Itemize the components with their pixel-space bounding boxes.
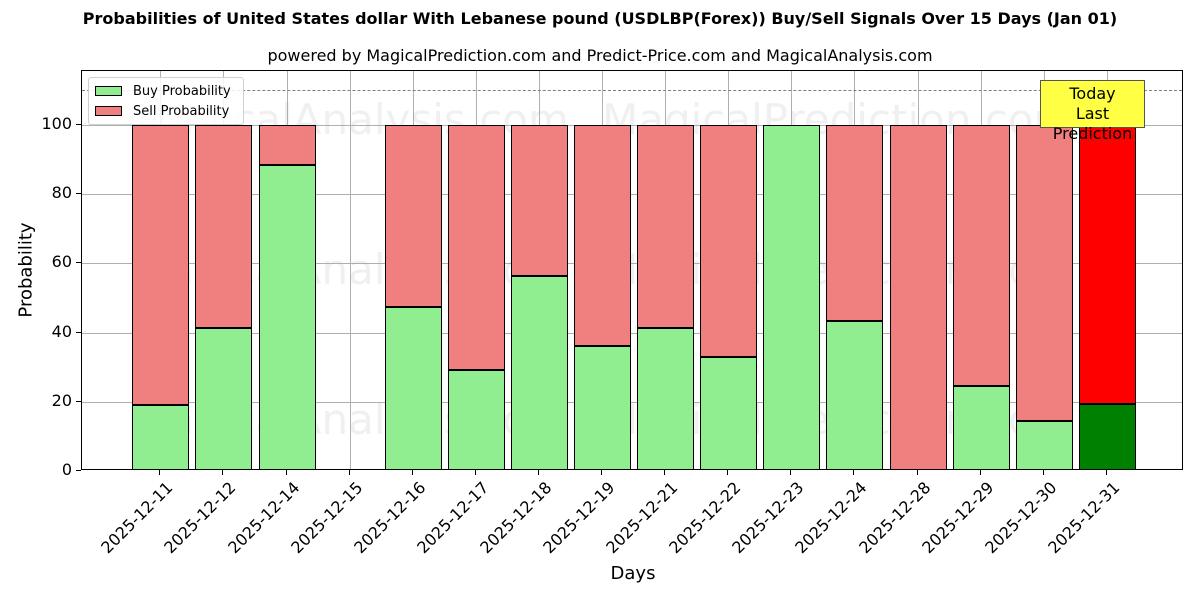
x-tick-mark: [917, 470, 918, 475]
buy-bar: [384, 307, 442, 469]
sell-bar: [384, 125, 442, 308]
buy-bar: [952, 386, 1010, 469]
buy-bar: [1015, 420, 1073, 469]
buy-swatch-icon: [95, 86, 122, 96]
y-axis-title: Probability: [15, 222, 37, 318]
sell-bar: [510, 125, 568, 276]
sell-bar: [699, 125, 757, 357]
x-tick-mark: [1043, 470, 1044, 475]
gridline-h: [82, 194, 1182, 196]
buy-bar: [131, 404, 189, 469]
legend-buy-label: Buy Probability: [133, 83, 231, 99]
x-tick-mark: [222, 470, 223, 475]
y-tick-label: 60: [51, 252, 72, 272]
buy-bar: [762, 125, 820, 469]
gridline-h: [82, 332, 1182, 334]
sell-bar: [889, 125, 947, 469]
x-axis-title: Days: [610, 563, 656, 584]
x-tick-mark: [853, 470, 854, 475]
x-tick-mark: [727, 470, 728, 475]
y-tick-label: 100: [41, 114, 72, 133]
y-tick-label: 0: [61, 460, 72, 479]
sell-bar: [1078, 125, 1136, 405]
gridline-h: [82, 401, 1182, 403]
gridline-v: [350, 71, 351, 469]
buy-bar: [636, 328, 694, 469]
gridline-h: [82, 263, 1182, 265]
x-tick-mark: [790, 470, 791, 475]
y-tick-mark: [76, 331, 81, 333]
sell-bar: [952, 125, 1010, 387]
x-tick-mark: [412, 470, 413, 475]
sell-bar: [447, 125, 505, 370]
x-tick-mark: [1106, 470, 1107, 475]
x-tick-mark: [538, 470, 539, 475]
buy-bar: [194, 328, 252, 469]
legend: Buy Probability Sell Probability: [88, 77, 244, 125]
x-tick-mark: [664, 470, 665, 475]
buy-bar: [699, 356, 757, 469]
reference-line: [82, 90, 1182, 92]
sell-bar: [636, 125, 694, 329]
y-tick-mark: [76, 470, 81, 471]
buy-bar: [447, 369, 505, 469]
x-tick-mark: [286, 470, 287, 475]
y-tick-mark: [76, 124, 81, 125]
y-tick-label: 40: [51, 321, 72, 341]
sell-bar: [258, 125, 316, 166]
chart-title: Probabilities of United States dollar Wi…: [82, 9, 1118, 28]
sell-bar: [825, 125, 883, 321]
x-tick-mark: [475, 470, 476, 475]
annotation-line1: Today: [1069, 84, 1116, 103]
buy-bar: [510, 275, 568, 469]
sell-bar: [573, 125, 631, 347]
sell-bar: [131, 125, 189, 405]
buy-bar: [825, 320, 883, 469]
today-annotation: Today Last Prediction: [1040, 80, 1145, 143]
buy-bar: [1078, 404, 1136, 469]
y-tick-label: 80: [51, 183, 72, 203]
x-tick-mark: [601, 470, 602, 475]
legend-sell-label: Sell Probability: [133, 103, 230, 119]
x-tick-mark: [349, 470, 350, 475]
x-tick-mark: [980, 470, 981, 475]
sell-swatch-icon: [95, 106, 122, 116]
buy-bar: [258, 165, 316, 469]
annotation-line2: Last Prediction: [1052, 104, 1133, 143]
buy-bar: [573, 346, 631, 469]
chart-subtitle: powered by MagicalPrediction.com and Pre…: [267, 46, 933, 65]
y-tick-mark: [76, 193, 81, 195]
legend-item-buy: Buy Probability: [95, 82, 231, 100]
y-tick-mark: [76, 262, 81, 264]
sell-bar: [194, 125, 252, 329]
legend-item-sell: Sell Probability: [95, 102, 229, 120]
x-tick-mark: [159, 470, 160, 475]
sell-bar: [1015, 125, 1073, 421]
plot-area: MagicalAnalysis.com MagicalPrediction.com…: [81, 70, 1183, 470]
y-tick-label: 20: [51, 390, 72, 410]
y-tick-mark: [76, 400, 81, 402]
gridline-h: [82, 125, 1182, 126]
